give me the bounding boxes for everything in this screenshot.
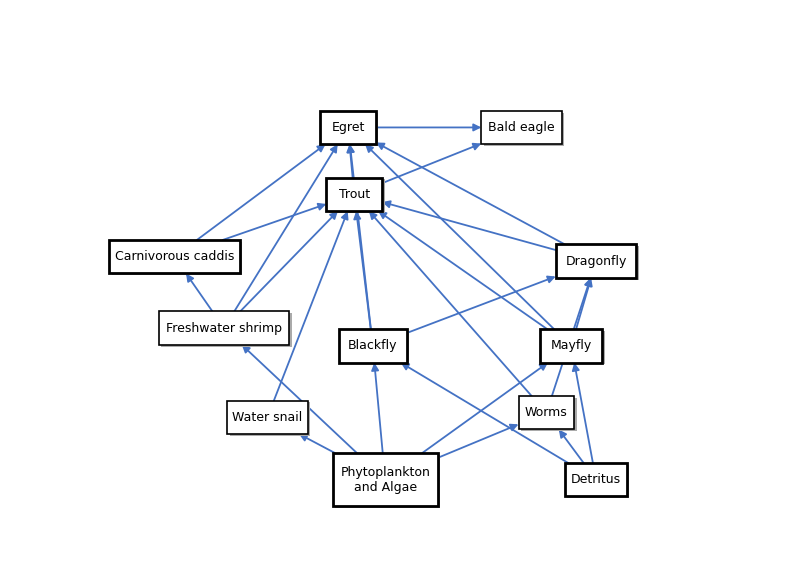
FancyBboxPatch shape bbox=[484, 112, 564, 146]
FancyBboxPatch shape bbox=[558, 246, 638, 280]
Text: Phytoplankton
and Algae: Phytoplankton and Algae bbox=[340, 466, 430, 494]
FancyBboxPatch shape bbox=[230, 402, 310, 436]
Text: Mayfly: Mayfly bbox=[550, 339, 592, 353]
Text: Egret: Egret bbox=[331, 121, 365, 134]
FancyBboxPatch shape bbox=[320, 111, 376, 144]
FancyBboxPatch shape bbox=[567, 465, 630, 498]
FancyBboxPatch shape bbox=[335, 455, 440, 508]
Text: Water snail: Water snail bbox=[232, 411, 302, 424]
FancyBboxPatch shape bbox=[333, 453, 438, 507]
FancyBboxPatch shape bbox=[556, 244, 636, 278]
FancyBboxPatch shape bbox=[521, 398, 577, 431]
FancyBboxPatch shape bbox=[159, 312, 289, 345]
FancyBboxPatch shape bbox=[329, 179, 385, 213]
Text: Freshwater shrimp: Freshwater shrimp bbox=[166, 321, 282, 335]
FancyBboxPatch shape bbox=[227, 401, 308, 434]
Text: Carnivorous caddis: Carnivorous caddis bbox=[114, 250, 234, 263]
Text: Bald eagle: Bald eagle bbox=[488, 121, 555, 134]
Text: Blackfly: Blackfly bbox=[348, 339, 398, 353]
Text: Worms: Worms bbox=[525, 406, 568, 419]
FancyBboxPatch shape bbox=[518, 396, 574, 430]
Text: Detritus: Detritus bbox=[571, 473, 621, 486]
FancyBboxPatch shape bbox=[482, 111, 562, 144]
FancyBboxPatch shape bbox=[322, 112, 378, 146]
FancyBboxPatch shape bbox=[326, 178, 382, 211]
FancyBboxPatch shape bbox=[565, 463, 627, 496]
FancyBboxPatch shape bbox=[162, 313, 291, 347]
FancyBboxPatch shape bbox=[542, 331, 605, 364]
FancyBboxPatch shape bbox=[338, 329, 407, 362]
FancyBboxPatch shape bbox=[110, 240, 239, 273]
FancyBboxPatch shape bbox=[540, 329, 602, 362]
FancyBboxPatch shape bbox=[341, 331, 410, 364]
Text: Dragonfly: Dragonfly bbox=[566, 255, 626, 267]
FancyBboxPatch shape bbox=[112, 242, 242, 275]
Text: Trout: Trout bbox=[338, 188, 370, 201]
